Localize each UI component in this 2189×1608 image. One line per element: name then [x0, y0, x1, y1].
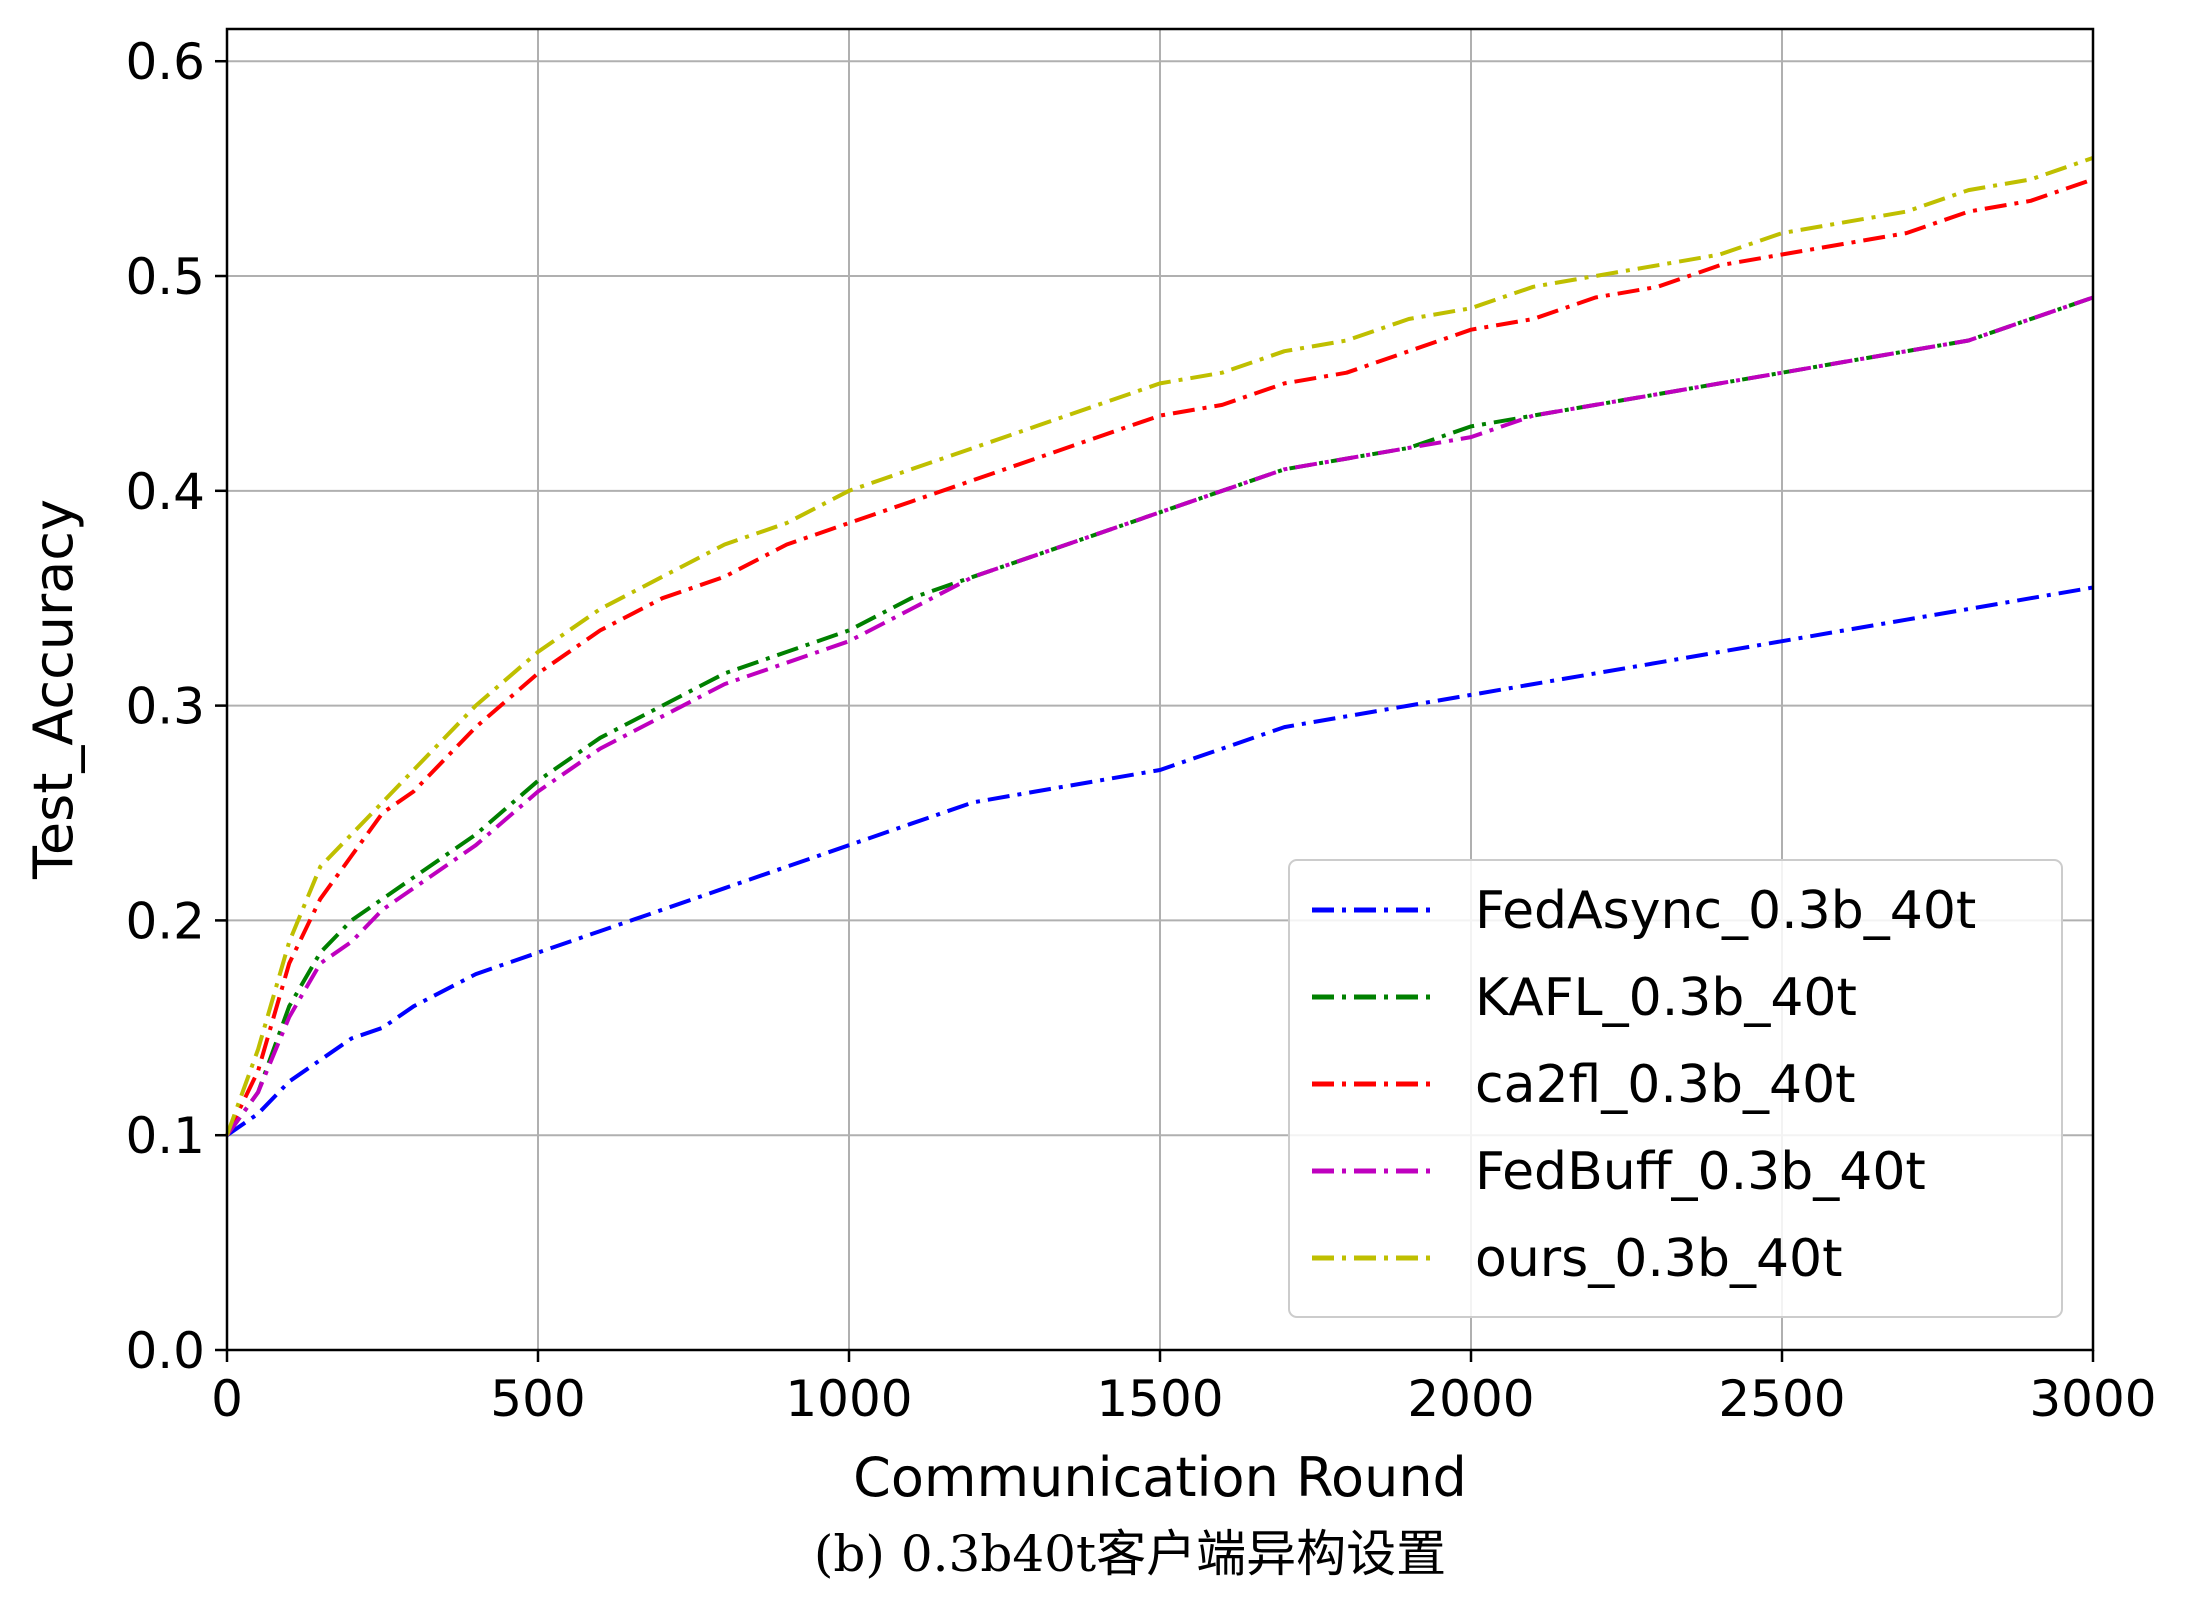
legend-label: ours_0.3b_40t	[1475, 1229, 1843, 1289]
y-tick-label: 0.4	[125, 463, 205, 521]
y-tick-label: 0.1	[125, 1107, 205, 1165]
y-tick-label: 0.5	[125, 248, 205, 306]
y-tick-label: 0.2	[125, 892, 205, 950]
legend-frame	[1288, 859, 2063, 1318]
legend-label: ca2fl_0.3b_40t	[1475, 1055, 1856, 1115]
grid-lines	[226, 29, 2094, 1351]
x-tick-label: 0	[211, 1370, 243, 1428]
legend-label: FedBuff_0.3b_40t	[1475, 1142, 1926, 1202]
legend-label: KAFL_0.3b_40t	[1475, 968, 1857, 1028]
x-tick-label: 1000	[785, 1370, 912, 1428]
y-axis-title: Test_Accuracy	[22, 499, 85, 880]
figure-caption: (b) 0.3b40t客户端异构设置	[814, 1525, 1446, 1583]
axis-ticks: 0 500 1000 1500 2000 2500 3000 0.0 0.1 0.2 0.3 0.4 0…	[125, 33, 2156, 1428]
x-tick-label: 1500	[1096, 1370, 1223, 1428]
y-tick-label: 0.0	[125, 1322, 205, 1380]
legend-label: FedAsync_0.3b_40t	[1475, 881, 1976, 941]
series-line-ca2fl	[225, 177, 2094, 1137]
x-tick-label: 500	[490, 1370, 585, 1428]
x-tick-label: 2000	[1407, 1370, 1534, 1428]
x-tick-label: 2500	[1718, 1370, 1845, 1428]
y-tick-label: 0.3	[125, 678, 205, 736]
x-tick-label: 3000	[2029, 1370, 2156, 1428]
x-axis-title: Communication Round	[853, 1446, 1467, 1509]
series-layer	[225, 156, 2094, 1137]
series-line-ours	[225, 156, 2094, 1136]
series-line-fedbuff	[225, 295, 2094, 1137]
y-tick-label: 0.6	[125, 33, 205, 91]
legend: FedAsync_0.3b_40t KAFL_0.3b_40t ca2fl_0.3b…	[1288, 859, 2063, 1318]
